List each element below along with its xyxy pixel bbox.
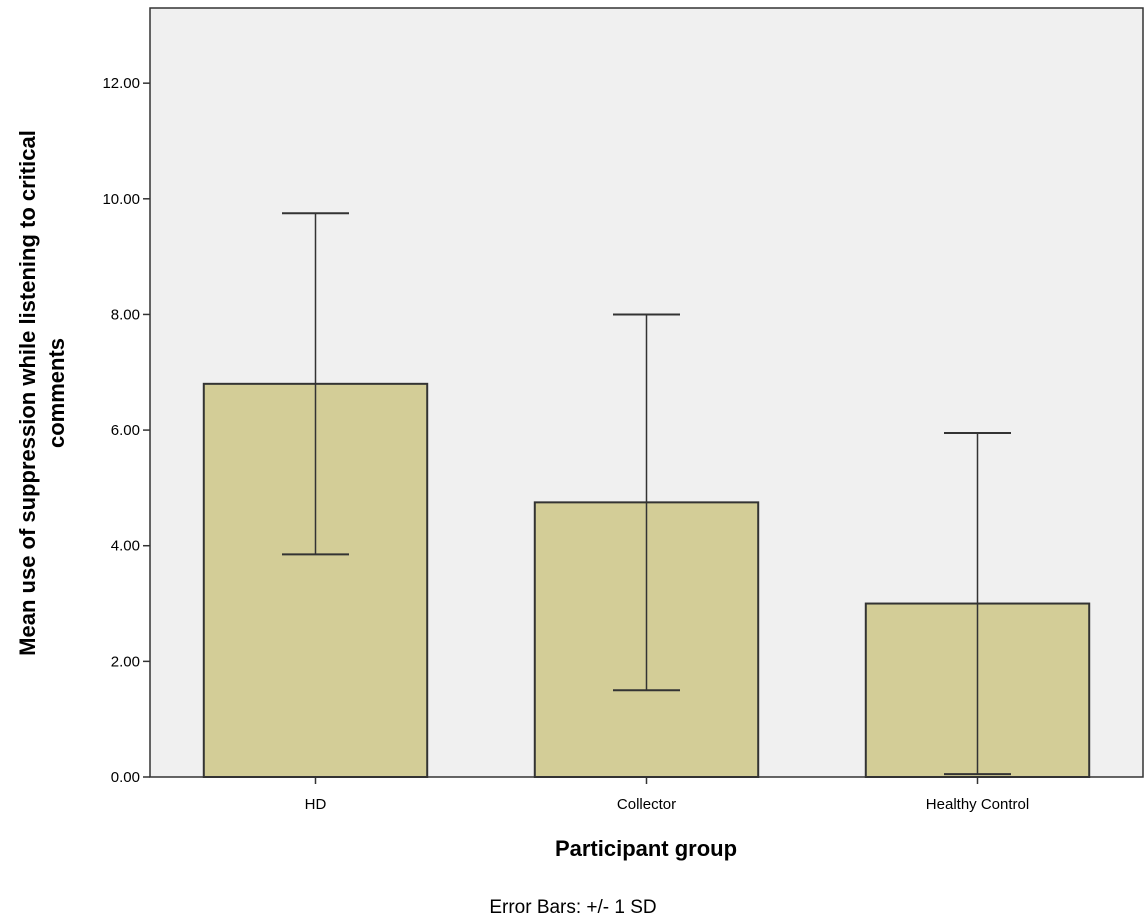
y-axis: 0.00 2.00 4.00 6.00 8.00 10.00 12.00 [102, 75, 150, 786]
y-axis-title-line-2: comments [44, 338, 69, 448]
y-tick-label: 0.00 [111, 769, 140, 786]
x-tick-label: Healthy Control [926, 796, 1029, 813]
x-axis-title: Participant group [555, 836, 737, 861]
y-tick-label: 4.00 [111, 538, 140, 555]
error-bars-group [282, 212, 1011, 776]
y-axis-title-line-1: Mean use of suppression while listening … [15, 130, 40, 656]
y-tick-label: 8.00 [111, 306, 140, 323]
y-tick-label: 10.00 [102, 191, 140, 208]
y-tick-label: 12.00 [102, 75, 140, 92]
error-bars-note: Error Bars: +/- 1 SD [489, 897, 656, 918]
y-tick-label: 2.00 [111, 653, 140, 670]
y-tick-label: 6.00 [111, 422, 140, 439]
x-axis: HD Collector Healthy Control [305, 777, 1029, 813]
x-tick-label: Collector [617, 796, 676, 813]
x-tick-label: HD [305, 796, 327, 813]
